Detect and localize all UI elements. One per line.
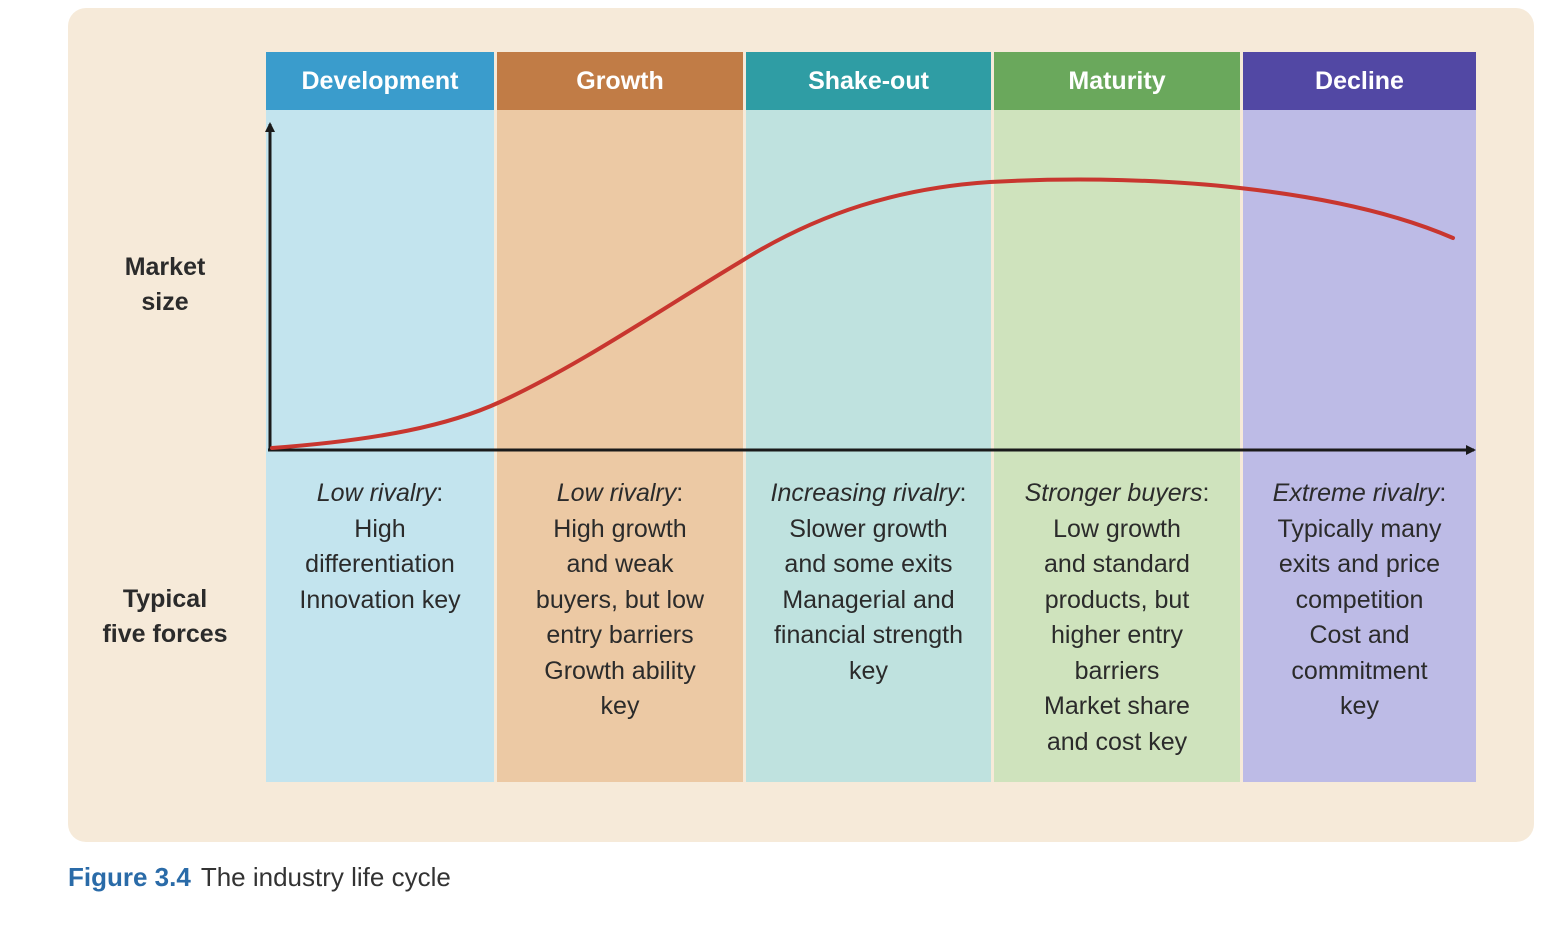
stage-five-forces-2: Low rivalry: High growth and weak buyers, b…: [535, 479, 705, 720]
stage-column-2: [497, 52, 743, 782]
row-label-market-size: Market size: [124, 253, 206, 316]
stage-column-4: [994, 52, 1240, 782]
figure-title: The industry life cycle: [200, 862, 451, 892]
stage-five-forces-3: Increasing rivalry: Slower growth and some…: [770, 479, 967, 685]
stage-column-5: [1243, 52, 1476, 782]
life-cycle-curve: [270, 177, 1455, 450]
stage-rivalry-lead: Low rivalry: [316, 479, 437, 507]
stage-rivalry-lead: Low rivalry: [556, 479, 677, 507]
figure-caption: Figure 3.4 The industry life cycle: [68, 862, 451, 893]
stage-rivalry-lead: Extreme rivalry: [1272, 479, 1440, 507]
stage-five-forces-1: Low rivalry: High differentiation Innovatio…: [299, 479, 461, 614]
stage-rivalry-lead: Stronger buyers: [1024, 479, 1203, 507]
figure-number: Figure 3.4: [68, 862, 191, 892]
stage-header-4: Maturity: [994, 52, 1240, 110]
stage-five-forces-5: Extreme rivalry: Typically many exits and …: [1272, 479, 1447, 720]
stage-header-2: Growth: [497, 52, 743, 110]
stage-column-3: [746, 52, 991, 782]
stage-header-5: Decline: [1243, 52, 1476, 110]
stage-rivalry-lead: Increasing rivalry: [770, 479, 960, 507]
row-label-five-forces: Typical five forces: [102, 585, 228, 648]
stage-header-1: Development: [266, 52, 494, 110]
stage-five-forces-4: Stronger buyers: Low growth and standard pr…: [1024, 479, 1210, 756]
stage-header-3: Shake-out: [746, 52, 991, 110]
